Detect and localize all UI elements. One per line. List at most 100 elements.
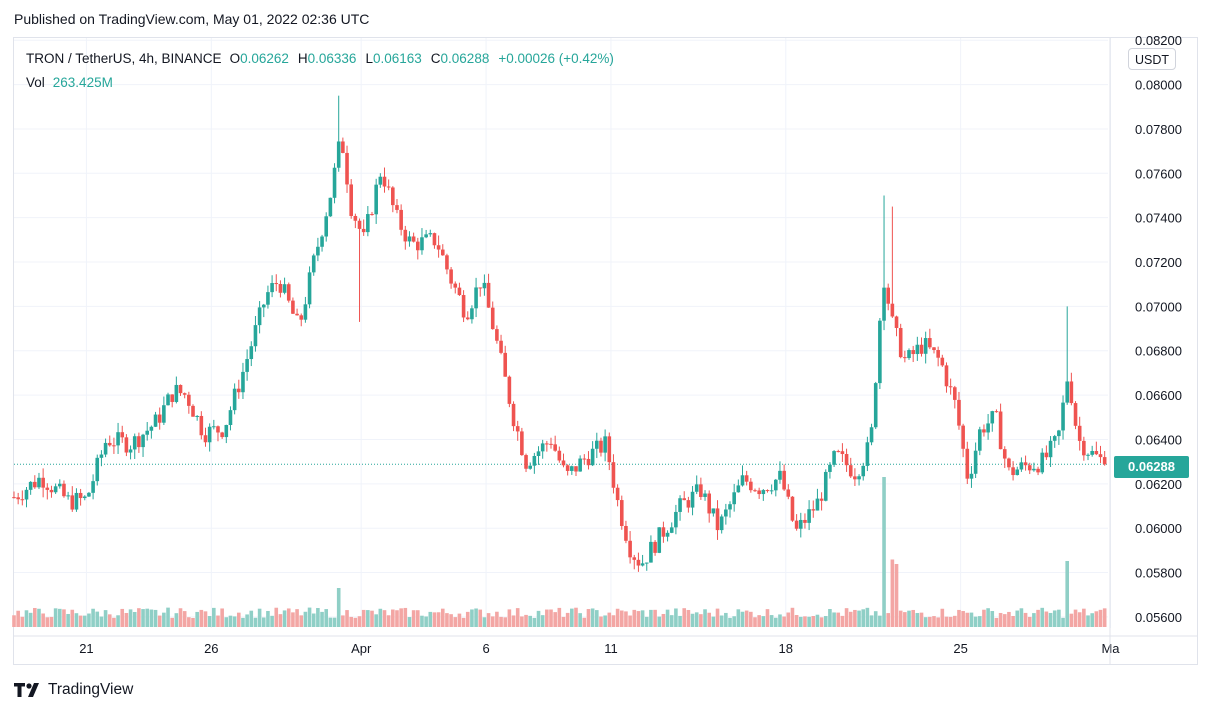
currency-unit-badge[interactable]: USDT xyxy=(1128,48,1176,70)
candle-body xyxy=(445,255,449,270)
volume-bar xyxy=(878,615,882,627)
candle-body xyxy=(907,350,911,359)
volume-bar xyxy=(203,611,208,627)
symbol-title[interactable]: TRON / TetherUS, 4h, BINANCE xyxy=(26,51,222,66)
candle-body xyxy=(520,431,524,456)
volume-bar xyxy=(366,610,370,627)
volume-bar xyxy=(894,564,899,627)
volume-bar xyxy=(349,616,353,627)
candle-body xyxy=(753,490,757,492)
candle-body xyxy=(386,186,391,188)
candle-body xyxy=(898,328,903,358)
candle-body xyxy=(220,432,224,438)
volume-bar xyxy=(857,610,861,627)
volume-bar xyxy=(524,614,528,627)
candle-body xyxy=(1011,467,1015,476)
volume-bar xyxy=(107,614,112,627)
volume-bar xyxy=(707,612,711,627)
volume-bar xyxy=(303,611,308,627)
candle-body xyxy=(582,458,587,460)
candle-body xyxy=(261,304,266,308)
candle-body xyxy=(278,283,283,293)
candle-body xyxy=(515,426,520,432)
candle-body xyxy=(782,470,786,490)
volume-bar xyxy=(495,611,499,627)
candle-body xyxy=(16,497,20,500)
candle-body xyxy=(961,425,965,449)
y-tick-label: 0.08000 xyxy=(1135,78,1182,93)
volume-value: 263.425M xyxy=(52,75,113,90)
volume-bar xyxy=(370,610,374,627)
volume-bar xyxy=(95,611,100,627)
volume-bar xyxy=(1011,615,1015,627)
candle-body xyxy=(932,347,936,350)
candle-body xyxy=(137,436,141,448)
candle-body xyxy=(232,388,237,411)
candle-body xyxy=(682,498,687,501)
volume-bar xyxy=(128,609,133,627)
candle-body xyxy=(78,492,83,499)
candle-body xyxy=(53,486,58,493)
volume-bar xyxy=(986,608,990,627)
chart-frame[interactable] xyxy=(13,37,1198,665)
candle-body xyxy=(928,338,932,348)
candle-body xyxy=(965,448,970,479)
volume-bar xyxy=(1061,617,1065,627)
candle-body xyxy=(1102,457,1107,465)
volume-bar xyxy=(711,616,716,627)
candle-body xyxy=(274,283,279,285)
published-caption: Published on TradingView.com, May 01, 20… xyxy=(14,11,370,27)
volume-bar xyxy=(482,617,487,627)
volume-bar xyxy=(728,617,732,627)
candle-body xyxy=(66,495,70,497)
volume-bar xyxy=(615,608,620,627)
candle-body xyxy=(382,176,387,187)
volume-bar xyxy=(678,615,682,627)
candle-body xyxy=(20,499,25,501)
x-tick-label: 26 xyxy=(204,641,218,656)
candle-body xyxy=(840,451,845,455)
volume-bar xyxy=(228,615,233,627)
volume-bar xyxy=(33,607,37,627)
high-label: H xyxy=(297,51,308,66)
candle-body xyxy=(353,215,358,221)
volume-bar xyxy=(586,609,591,627)
candle-body xyxy=(82,496,87,499)
candle-body xyxy=(619,500,624,526)
tradingview-brand[interactable]: TradingView xyxy=(14,681,133,699)
candle-body xyxy=(99,454,104,458)
volume-bar xyxy=(1102,608,1107,627)
volume-bar xyxy=(499,616,503,627)
candle-body xyxy=(761,490,766,495)
candle-body xyxy=(324,216,329,237)
candle-body xyxy=(45,487,50,490)
volume-bar xyxy=(636,611,641,627)
volume-bar xyxy=(399,608,403,627)
volume-bar xyxy=(1098,609,1103,627)
volume-bar xyxy=(832,612,836,627)
candle-body xyxy=(590,448,595,466)
candle-body xyxy=(528,465,532,469)
candle-body xyxy=(703,493,707,497)
candle-body xyxy=(790,496,795,521)
candle-body xyxy=(694,484,699,492)
volume-bar xyxy=(320,611,324,627)
volume-bar xyxy=(703,609,707,627)
volume-bar xyxy=(561,616,566,627)
candle-body xyxy=(128,449,133,453)
volume-bar xyxy=(603,615,607,627)
candle-body xyxy=(57,483,62,487)
candle-body xyxy=(49,489,54,493)
candle-body xyxy=(374,184,378,215)
candle-body xyxy=(1061,402,1065,431)
candle-body xyxy=(332,167,337,198)
candle-body xyxy=(399,209,403,230)
volume-bar xyxy=(574,607,578,627)
open-value: 0.06262 xyxy=(240,51,289,66)
volume-bar xyxy=(674,608,678,627)
candle-body xyxy=(224,425,229,438)
candle-body xyxy=(690,491,695,508)
candle-body xyxy=(757,490,761,495)
volume-bar xyxy=(828,609,832,627)
